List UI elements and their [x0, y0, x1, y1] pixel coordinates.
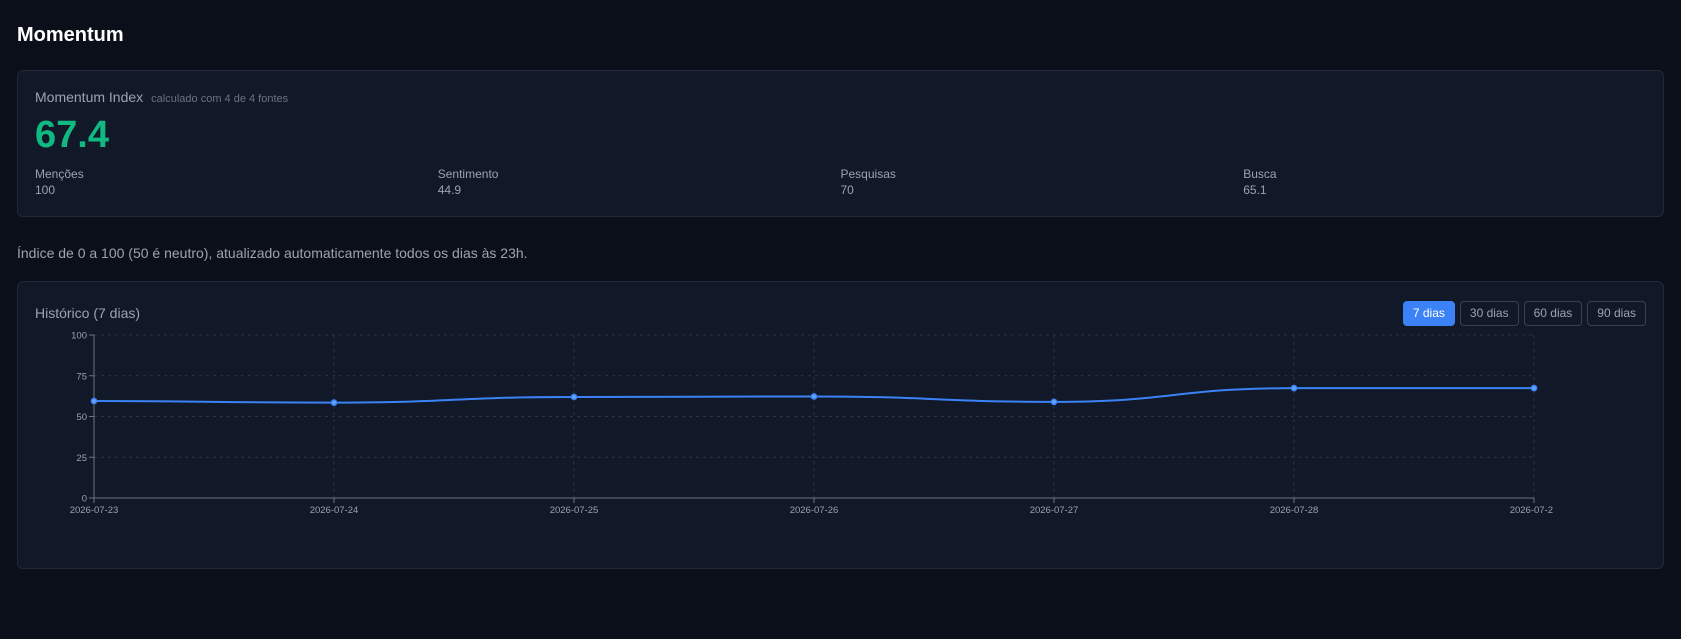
data-point — [330, 399, 338, 406]
metric-value: 65.1 — [1243, 183, 1267, 197]
x-tick-label: 2026-07-27 — [1030, 505, 1079, 516]
range-90-days-button[interactable]: 90 dias — [1587, 300, 1646, 326]
data-point — [810, 393, 818, 400]
y-tick-label: 50 — [76, 412, 87, 423]
metric-search: Busca 65.1 — [1243, 167, 1646, 199]
metric-value: 44.9 — [437, 183, 462, 197]
y-tick-label: 75 — [76, 371, 87, 382]
y-tick-label: 0 — [82, 494, 87, 505]
x-tick-label: 2026-07-26 — [790, 505, 839, 516]
data-point — [570, 393, 578, 401]
metric-sentiment: Sentimento 44.9 — [438, 167, 841, 199]
range-selector: 7 dias 30 dias 60 dias 90 dias — [1402, 300, 1646, 326]
history-header: Histórico (7 dias) 7 dias 30 dias 60 dia… — [35, 282, 1646, 342]
range-7-days-button[interactable]: 7 dias — [1402, 300, 1455, 326]
index-description: Índice de 0 a 100 (50 é neutro), atualiz… — [17, 245, 528, 261]
x-tick-label: 2026-07-23 — [70, 505, 119, 516]
history-title: Histórico (7 dias) — [35, 305, 141, 321]
index-title: Momentum Index — [35, 89, 144, 105]
metric-label: Busca — [1243, 167, 1277, 181]
x-tick-label: 2026-07-24 — [310, 505, 359, 516]
history-card: Histórico (7 dias) 7 dias 30 dias 60 dia… — [17, 281, 1664, 569]
data-point — [90, 397, 98, 405]
range-30-days-button[interactable]: 30 dias — [1459, 300, 1519, 326]
x-tick-label: 2026-07-29 — [1510, 505, 1553, 516]
history-chart: 0 25 50 75 100 2026-07-23 2026-07-24 2026-07-25… — [70, 331, 1553, 517]
momentum-page: Momentum Momentum Index calculado com 4 … — [17, 24, 1664, 569]
metrics-row: Menções 100 Sentimento 44.9 Pesquisas 70… — [35, 167, 1646, 199]
metric-label: Menções — [35, 167, 84, 181]
data-point — [1290, 384, 1298, 392]
range-60-days-button[interactable]: 60 dias — [1523, 300, 1583, 326]
metric-label: Pesquisas — [840, 167, 896, 181]
metric-label: Sentimento — [437, 167, 499, 181]
x-tick-label: 2026-07-28 — [1270, 505, 1319, 516]
data-point — [1530, 384, 1538, 392]
metric-value: 100 — [35, 183, 56, 197]
index-value: 67.4 — [35, 114, 109, 156]
metric-surveys: Pesquisas 70 — [841, 167, 1244, 199]
y-tick-label: 25 — [76, 453, 87, 464]
metric-value: 70 — [840, 183, 854, 197]
momentum-index-card: Momentum Index calculado com 4 de 4 font… — [17, 70, 1664, 217]
y-tick-label: 100 — [71, 331, 87, 342]
data-point — [1050, 398, 1058, 406]
metric-mentions: Menções 100 — [35, 167, 438, 199]
index-header: Momentum Index calculado com 4 de 4 font… — [35, 89, 1646, 105]
page-title: Momentum — [17, 24, 124, 46]
index-subtitle: calculado com 4 de 4 fontes — [151, 93, 289, 105]
x-tick-label: 2026-07-25 — [550, 505, 599, 516]
